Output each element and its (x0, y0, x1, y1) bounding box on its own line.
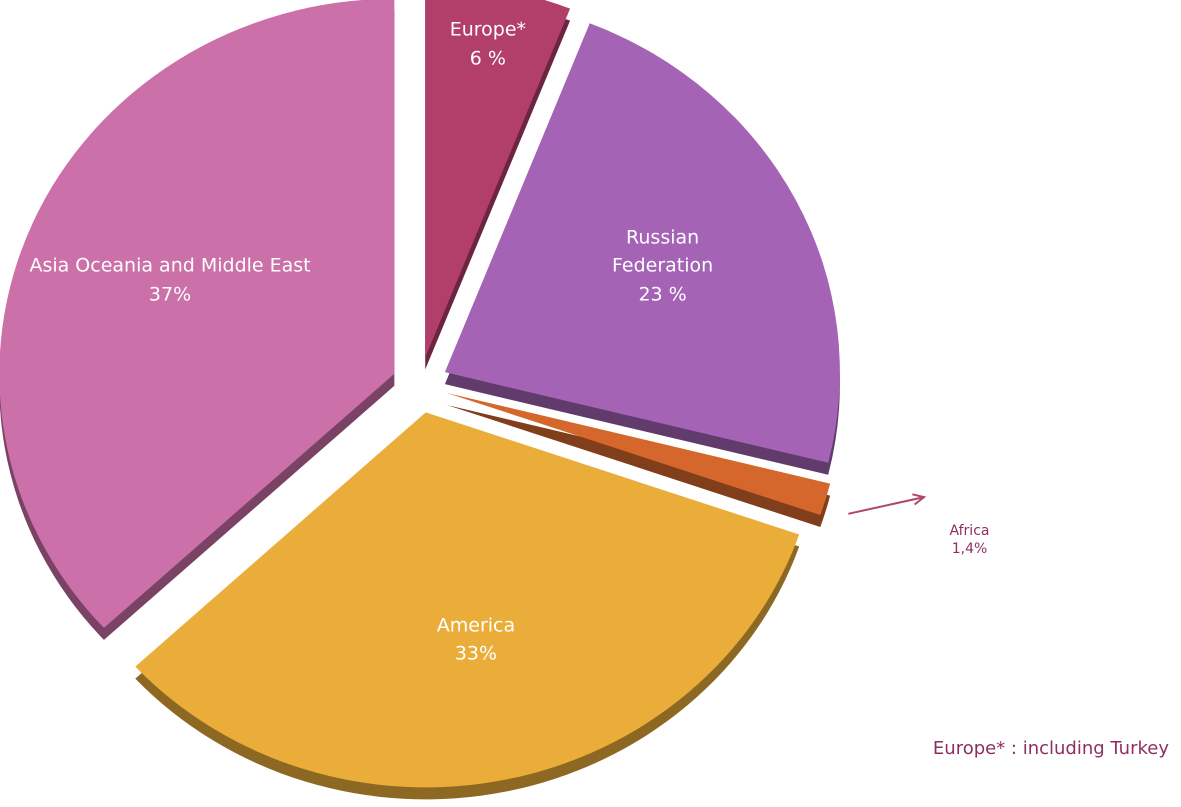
slice-label: Africa 1,4% (895, 522, 1045, 558)
slice (0, 0, 395, 628)
value-label: 37% (148, 283, 192, 306)
slice-label: Europe* 6 % (413, 16, 563, 73)
arrow-head (912, 493, 927, 506)
slice-side (446, 404, 831, 528)
slice-label: Russian Federation 23 % (588, 223, 738, 309)
arrow-line (848, 496, 925, 515)
category-label: Asia Oceania and Middle East (29, 254, 311, 277)
category-label: Russian Federation (612, 225, 714, 277)
value-label: 33% (454, 642, 498, 665)
slice (425, 0, 571, 358)
footnote: Europe* : including Turkey (932, 738, 1169, 759)
slice-label: America 33% (401, 611, 551, 668)
slice (444, 23, 840, 463)
category-label: America (436, 614, 516, 637)
category-label: Europe* (449, 18, 527, 41)
slice-label: Asia Oceania and Middle East 37% (25, 252, 315, 309)
value-label: 6 % (469, 47, 506, 70)
category-label: Africa (949, 522, 990, 539)
slice (446, 392, 831, 516)
value-label: 23 % (638, 282, 687, 305)
slice (135, 412, 800, 788)
value-label: 1,4% (951, 540, 988, 557)
